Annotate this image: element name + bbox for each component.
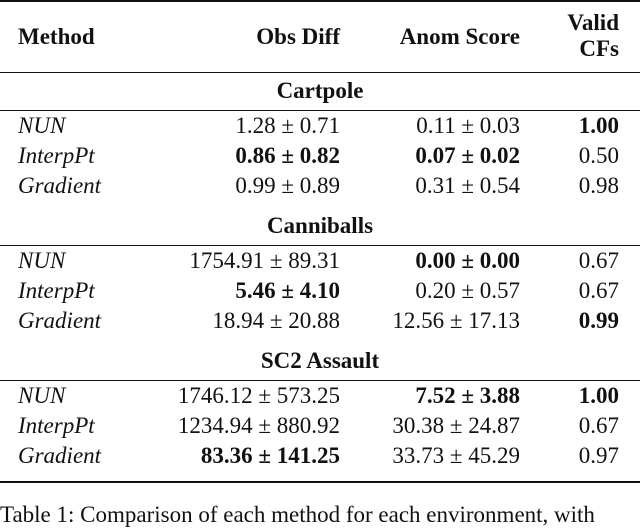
header-row: Method Obs Diff Anom Score Valid CFs xyxy=(0,10,640,61)
obs-diff-cell: 0.86 ± 0.82 xyxy=(235,143,340,168)
table-row: Gradient 83.36 ± 141.25 33.73 ± 45.29 0.97 xyxy=(0,441,640,471)
valid-cfs-cell: 0.99 xyxy=(578,308,619,333)
obs-diff-cell: 1746.12 ± 573.25 xyxy=(177,383,340,408)
section-title: SC2 Assault xyxy=(260,348,380,373)
anom-score-cell: 0.20 ± 0.57 xyxy=(415,278,520,303)
obs-diff-cell: 83.36 ± 141.25 xyxy=(200,443,340,468)
anom-score-cell: 30.38 ± 24.87 xyxy=(392,413,520,438)
obs-diff-cell: 1.28 ± 0.71 xyxy=(235,113,340,138)
bottom-rule xyxy=(0,481,640,483)
obs-diff-cell: 0.99 ± 0.89 xyxy=(235,173,340,198)
valid-cfs-cell: 0.98 xyxy=(578,173,619,198)
method-cell: InterpPt xyxy=(18,278,95,303)
method-cell: NUN xyxy=(18,383,66,408)
section-title: Cartpole xyxy=(276,78,364,103)
valid-cfs-cell: 0.50 xyxy=(578,143,619,168)
header-method: Method xyxy=(18,24,95,49)
valid-cfs-cell: 1.00 xyxy=(578,383,619,408)
table-row: InterpPt 5.46 ± 4.10 0.20 ± 0.57 0.67 xyxy=(0,276,640,306)
table-row: Gradient 0.99 ± 0.89 0.31 ± 0.54 0.98 xyxy=(0,171,640,201)
table-row: NUN 1746.12 ± 573.25 7.52 ± 3.88 1.00 xyxy=(0,381,640,411)
section-title: Canniballs xyxy=(266,213,374,238)
obs-diff-cell: 5.46 ± 4.10 xyxy=(235,278,340,303)
section-rule xyxy=(0,380,640,381)
section-rule xyxy=(0,245,640,246)
method-cell: NUN xyxy=(18,113,66,138)
header-anom-score: Anom Score xyxy=(399,24,520,49)
obs-diff-cell: 18.94 ± 20.88 xyxy=(212,308,340,333)
method-cell: Gradient xyxy=(18,443,102,468)
valid-cfs-cell: 0.67 xyxy=(578,413,619,438)
table-row: Gradient 18.94 ± 20.88 12.56 ± 17.13 0.99 xyxy=(0,306,640,336)
header-cfs: CFs xyxy=(579,36,619,61)
anom-score-cell: 33.73 ± 45.29 xyxy=(392,443,520,468)
table-row: InterpPt 1234.94 ± 880.92 30.38 ± 24.87 0.6… xyxy=(0,411,640,441)
anom-score-cell: 0.07 ± 0.02 xyxy=(415,143,520,168)
method-cell: InterpPt xyxy=(18,143,95,168)
method-cell: NUN xyxy=(18,248,66,273)
method-cell: Gradient xyxy=(18,308,102,333)
section-rule xyxy=(0,110,640,111)
anom-score-cell: 0.31 ± 0.54 xyxy=(415,173,520,198)
header-valid: Valid xyxy=(567,10,619,35)
table-row: InterpPt 0.86 ± 0.82 0.07 ± 0.02 0.50 xyxy=(0,141,640,171)
top-rule xyxy=(0,0,640,2)
valid-cfs-cell: 0.67 xyxy=(578,248,619,273)
obs-diff-cell: 1234.94 ± 880.92 xyxy=(177,413,340,438)
table-caption: Table 1: Comparison of each method for e… xyxy=(0,502,595,527)
table-row: NUN 1754.91 ± 89.31 0.00 ± 0.00 0.67 xyxy=(0,246,640,276)
anom-score-cell: 7.52 ± 3.88 xyxy=(415,383,520,408)
valid-cfs-cell: 0.97 xyxy=(578,443,619,468)
header-obs-diff: Obs Diff xyxy=(256,24,340,49)
table-row: NUN 1.28 ± 0.71 0.11 ± 0.03 1.00 xyxy=(0,111,640,141)
obs-diff-cell: 1754.91 ± 89.31 xyxy=(189,248,340,273)
anom-score-cell: 0.11 ± 0.03 xyxy=(416,113,520,138)
valid-cfs-cell: 0.67 xyxy=(578,278,619,303)
valid-cfs-cell: 1.00 xyxy=(578,113,619,138)
anom-score-cell: 0.00 ± 0.00 xyxy=(415,248,520,273)
anom-score-cell: 12.56 ± 17.13 xyxy=(392,308,520,333)
method-cell: InterpPt xyxy=(18,413,95,438)
header-rule xyxy=(0,72,640,73)
method-cell: Gradient xyxy=(18,173,102,198)
